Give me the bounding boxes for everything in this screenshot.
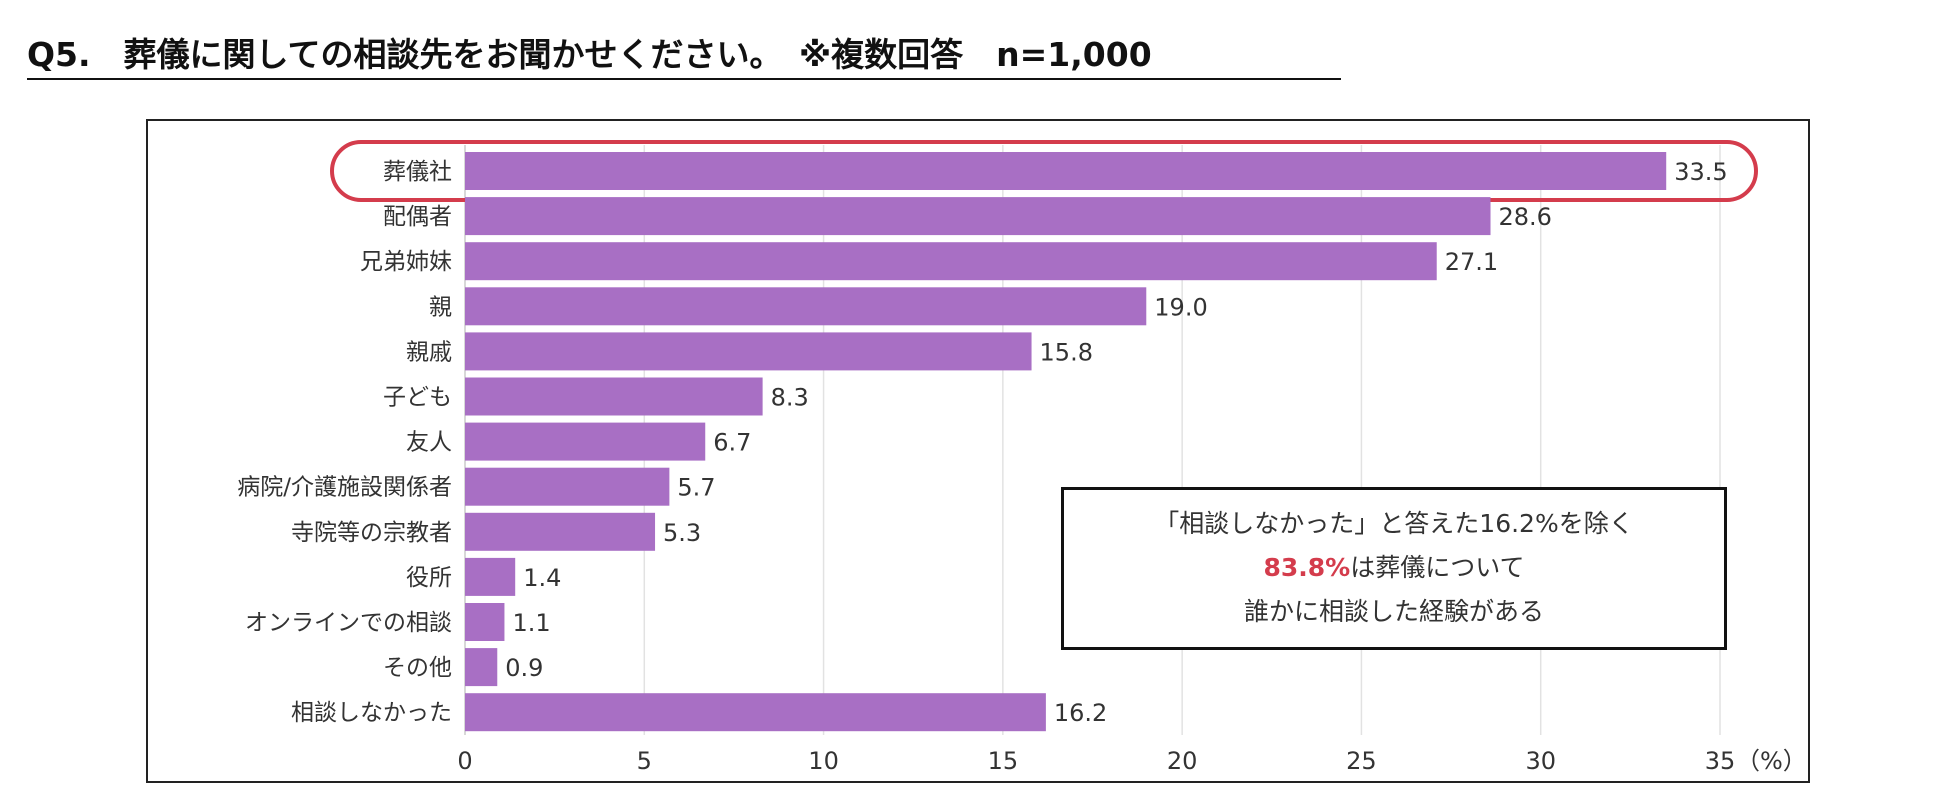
chart-frame — [146, 119, 1810, 783]
bar — [465, 693, 1046, 732]
category-label: 親 — [429, 294, 452, 320]
bar — [465, 152, 1667, 190]
category-label: オンラインでの相談 — [245, 610, 452, 636]
category-label: 役所 — [406, 565, 452, 591]
category-label: その他 — [383, 655, 452, 681]
value-label: 1.1 — [512, 609, 550, 637]
value-label: 0.9 — [505, 654, 543, 682]
bar — [465, 467, 670, 506]
value-label: 5.3 — [663, 519, 701, 547]
category-label: 配偶者 — [383, 204, 452, 230]
x-tick-label: 20 — [1167, 747, 1198, 775]
category-label: 病院/介護施設関係者 — [237, 475, 452, 501]
value-label: 19.0 — [1154, 293, 1207, 321]
category-label: 寺院等の宗教者 — [291, 520, 452, 546]
x-tick-label: 35 — [1705, 747, 1736, 775]
annotation-highlight: 83.8% — [1263, 553, 1351, 582]
value-label: 8.3 — [771, 384, 809, 412]
annotation-box: 「相談しなかった」と答えた16.2%を除く 83.8%は葬儀について 誰かに相談… — [1061, 487, 1727, 650]
x-tick-label: 0 — [457, 747, 472, 775]
category-label: 子ども — [383, 385, 452, 411]
value-label: 1.4 — [523, 564, 561, 592]
x-tick-label: 5 — [637, 747, 652, 775]
value-label: 16.2 — [1054, 699, 1107, 727]
annotation-line-3: 誰かに相談した経験がある — [1243, 597, 1544, 626]
value-label: 28.6 — [1499, 203, 1552, 231]
value-label: 5.7 — [677, 474, 715, 502]
bar — [465, 197, 1491, 236]
value-label: 6.7 — [713, 429, 751, 457]
value-label: 27.1 — [1445, 248, 1498, 276]
chart-title: Q5. 葬儀に関しての相談先をお聞かせください。 ※複数回答 n=1,000 — [27, 28, 1341, 80]
annotation-line-2-rest: は葬儀について — [1350, 553, 1525, 582]
category-label: 葬儀社 — [383, 159, 452, 185]
annotation-line-1: 「相談しなかった」と答えた16.2%を除く — [1154, 509, 1634, 538]
category-label: 友人 — [406, 430, 452, 456]
bar — [465, 603, 505, 641]
value-label: 15.8 — [1040, 338, 1093, 366]
x-unit-label: （%） — [1736, 747, 1807, 775]
bar — [465, 422, 706, 461]
bar — [465, 242, 1437, 281]
bar — [465, 377, 763, 416]
value-label: 33.5 — [1674, 158, 1727, 186]
category-label: 親戚 — [406, 339, 452, 365]
category-label: 相談しなかった — [291, 700, 452, 726]
bar — [465, 557, 516, 596]
x-tick-label: 10 — [808, 747, 839, 775]
x-tick-label: 25 — [1346, 747, 1377, 775]
x-tick-label: 30 — [1525, 747, 1556, 775]
bar — [465, 287, 1147, 326]
annotation-line-2: 83.8%は葬儀について — [1064, 546, 1724, 590]
bar — [465, 512, 656, 551]
bar — [465, 332, 1032, 371]
x-tick-label: 15 — [988, 747, 1019, 775]
bar — [465, 648, 498, 687]
category-label: 兄弟姉妹 — [360, 249, 452, 275]
